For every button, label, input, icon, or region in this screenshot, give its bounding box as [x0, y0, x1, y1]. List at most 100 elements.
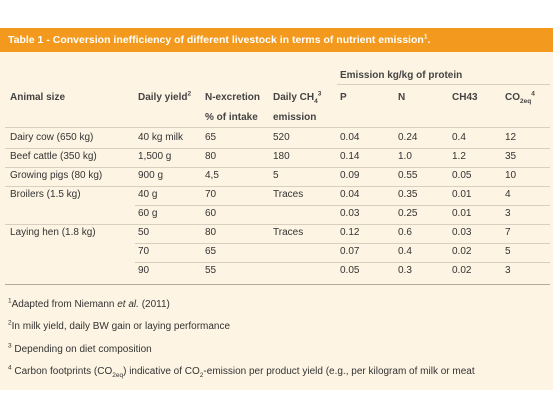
- table-title: Table 1 - Conversion inefficiency of dif…: [8, 34, 430, 46]
- column-header: N-excretion: [205, 92, 260, 104]
- text-segment: Daily CH: [273, 92, 315, 103]
- table-cell: 0.6: [398, 227, 412, 238]
- table-cell: 0.02: [452, 246, 472, 257]
- table-cell: 0.05: [340, 265, 360, 276]
- text-segment: Adapted from Niemann: [11, 299, 118, 310]
- table-cell: Traces: [273, 189, 304, 200]
- footnote: 3 Depending on diet composition: [8, 342, 152, 356]
- table-cell: 10: [505, 170, 517, 181]
- table-cell: 80: [205, 227, 217, 238]
- table-cell: 0.3: [398, 265, 412, 276]
- text-segment: CO: [505, 92, 520, 103]
- table-cell: 60: [205, 208, 217, 219]
- table-cell: 40 g: [138, 189, 158, 200]
- row-label: Beef cattle (350 kg): [10, 151, 97, 162]
- column-header: Daily CH43: [273, 90, 322, 105]
- column-header: Daily yield2: [138, 90, 192, 104]
- table-cell: 90: [138, 265, 150, 276]
- table-cell: 3: [505, 208, 511, 219]
- table-cell: 0.35: [398, 189, 418, 200]
- table-cell: 0.04: [340, 189, 360, 200]
- table-cell: 0.12: [340, 227, 360, 238]
- column-header: CH43: [452, 92, 478, 104]
- title-bar: [0, 28, 553, 52]
- table-cell: 180: [273, 151, 290, 162]
- table-cell: 0.01: [452, 189, 472, 200]
- text-segment: N-excretion: [205, 92, 261, 103]
- column-subheader: emission: [273, 112, 317, 123]
- table-cell: 12: [505, 132, 517, 143]
- text-segment: ) indicative of CO: [123, 366, 200, 377]
- table-cell: 4: [505, 189, 511, 200]
- sup-segment: 2: [187, 90, 192, 98]
- table-cell: 520: [273, 132, 290, 143]
- table-cell: Traces: [273, 227, 304, 238]
- column-header: Animal size: [10, 92, 65, 104]
- column-header: P: [340, 92, 347, 104]
- table-cell: 0.09: [340, 170, 360, 181]
- italic-segment: et al.: [117, 299, 139, 310]
- table-cell: 0.25: [398, 208, 418, 219]
- table-cell: 1,500 g: [138, 151, 172, 162]
- table-cell: 0.03: [340, 208, 360, 219]
- table-cell: 0.14: [340, 151, 360, 162]
- table-cell: 50: [138, 227, 150, 238]
- rule: [5, 167, 550, 168]
- footnote: 2In milk yield, daily BW gain or laying …: [8, 319, 231, 333]
- table-cell: 35: [505, 151, 517, 162]
- table-cell: 65: [205, 246, 217, 257]
- text-segment: N: [398, 92, 406, 103]
- table-cell: 70: [138, 246, 150, 257]
- sub-segment: 2eq: [520, 98, 532, 105]
- table-cell: 0.4: [452, 132, 466, 143]
- sup-segment: 4: [531, 90, 535, 98]
- text-segment: Table 1 - Conversion inefficiency of dif…: [8, 34, 424, 46]
- rule: [5, 148, 550, 149]
- text-segment: -emission per product yield (e.g., per k…: [203, 366, 475, 377]
- sub-segment: 2eq: [112, 372, 124, 379]
- sup-segment: 1: [423, 33, 428, 41]
- table-cell: 5: [505, 246, 511, 257]
- table-cell: 65: [205, 132, 217, 143]
- row-label: Laying hen (1.8 kg): [10, 227, 96, 238]
- table-cell: 60 g: [138, 208, 158, 219]
- table-cell: 0.55: [398, 170, 418, 181]
- text-segment: Carbon footprints (CO: [11, 366, 113, 377]
- table-cell: 900 g: [138, 170, 164, 181]
- table-cell: 5: [273, 170, 279, 181]
- table-cell: 70: [205, 189, 217, 200]
- table-cell: 1.2: [452, 151, 466, 162]
- rule: [135, 243, 550, 244]
- rule: [5, 186, 550, 187]
- table-cell: 7: [505, 227, 511, 238]
- table-cell: 4,5: [205, 170, 219, 181]
- text-segment: Depending on diet composition: [11, 344, 152, 355]
- sup-segment: 3: [8, 342, 12, 350]
- sup-segment: 2: [8, 319, 12, 327]
- table-cell: 0.05: [452, 170, 472, 181]
- table-cell: 0.01: [452, 208, 472, 219]
- footnote: 1Adapted from Niemann et al. (2011): [8, 297, 170, 311]
- text-segment: Daily yield: [138, 92, 188, 103]
- table-cell: 3: [505, 265, 511, 276]
- rule: [337, 84, 550, 85]
- table-panel: [0, 28, 553, 390]
- text-segment: .: [427, 34, 431, 46]
- sup-segment: 3: [317, 90, 322, 98]
- sup-segment: 4: [8, 364, 12, 372]
- table-cell: 0.24: [398, 132, 418, 143]
- table-cell: 1.0: [398, 151, 412, 162]
- table-cell: 0.03: [452, 227, 472, 238]
- rule: [5, 284, 550, 285]
- text-segment: (2011): [138, 299, 170, 310]
- footnote: 4 Carbon footprints (CO2eq) indicative o…: [8, 364, 475, 379]
- text-segment: P: [340, 92, 347, 103]
- row-label: Growing pigs (80 kg): [10, 170, 103, 181]
- text-segment: In milk yield, daily BW gain or laying p…: [11, 321, 231, 332]
- column-header: N: [398, 92, 405, 104]
- column-header: CO2eq4: [505, 90, 535, 105]
- table-cell: 0.04: [340, 132, 360, 143]
- table-cell: 55: [205, 265, 217, 276]
- sup-segment: 1: [8, 297, 12, 305]
- text-segment: Animal size: [10, 92, 66, 103]
